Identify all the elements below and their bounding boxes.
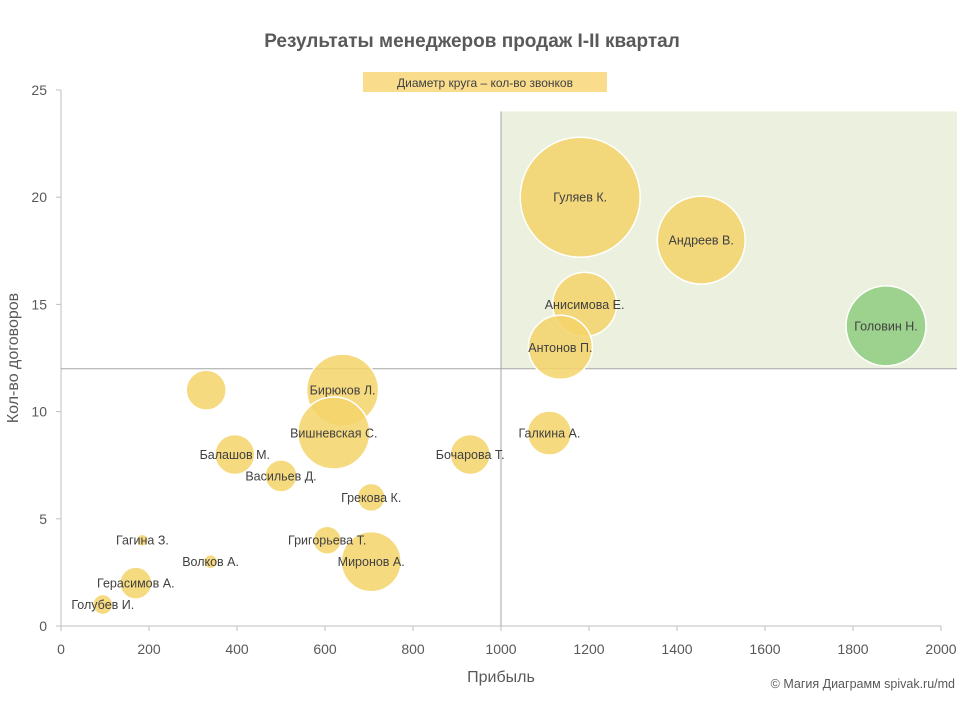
x-tick-label: 0: [57, 641, 65, 657]
bubble-label: Васильев Д.: [245, 469, 316, 483]
bubble-label: Григорьева Т.: [288, 534, 366, 548]
bubble-label: Герасимов А.: [97, 577, 175, 591]
bubble-label: Бирюков Л.: [310, 384, 376, 398]
bubble-label: Волков А.: [182, 555, 239, 569]
bubble-labels: Гуляев К. Андреев В. Анисимова Е. Головин Н…: [71, 191, 917, 612]
y-tick-label: 5: [39, 511, 47, 527]
x-tick-label: 1800: [837, 641, 868, 657]
bubble: [519, 136, 641, 258]
bubble-label: Балашов М.: [200, 448, 270, 462]
bubble: [340, 530, 402, 593]
bubbles: [92, 136, 927, 616]
bubble: [449, 433, 491, 476]
legend-background: [363, 72, 607, 92]
bubble: [135, 533, 150, 547]
x-tick-label: 1000: [485, 641, 516, 657]
bubble-label: Бочарова Т.: [436, 448, 505, 462]
bubble: [527, 314, 594, 381]
bubble: [264, 459, 298, 493]
y-tick-label: 15: [31, 296, 47, 312]
bubble: [845, 285, 927, 367]
y-axis-title: Кол-во договоров: [5, 293, 22, 423]
x-tick-label: 1200: [573, 641, 604, 657]
x-tick-label: 1600: [749, 641, 780, 657]
bubble-label: Грекова К.: [341, 491, 401, 505]
bubble-label: Галкина А.: [518, 427, 580, 441]
y-tick-label: 25: [31, 82, 47, 98]
bubble-label: Гуляев К.: [553, 191, 607, 205]
bubble: [356, 482, 386, 513]
x-axis-title: Прибыль: [467, 669, 535, 686]
y-tick-label: 0: [39, 618, 47, 634]
bubble: [214, 433, 256, 476]
x-tick-label: 800: [401, 641, 425, 657]
bubble-label: Вишневская С.: [290, 427, 377, 441]
bubble-label: Анисимова Е.: [545, 298, 625, 312]
bubble-label: Антонов П.: [528, 341, 592, 355]
x-tick-label: 2000: [925, 641, 956, 657]
y-tick-label: 10: [31, 404, 47, 420]
bubble-label: Миронов А.: [338, 555, 405, 569]
bubble: [526, 410, 573, 456]
bubble: [297, 396, 371, 470]
legend-text: Диаметр круга – кол-во звонков: [397, 76, 573, 90]
x-tick-label: 1400: [661, 641, 692, 657]
axes: 0 200 400 600 800 1000 1200 1400 1600 1800 2000 0 5 1…: [31, 82, 957, 657]
bubble-label: Голубев И.: [71, 598, 134, 612]
bubble-label: Гагина З.: [116, 534, 169, 548]
x-tick-label: 400: [225, 641, 249, 657]
bubble: [185, 369, 227, 411]
bubble: [202, 553, 219, 570]
x-tick-label: 600: [313, 641, 337, 657]
bubble: [92, 593, 114, 616]
chart-title: Результаты менеджеров продаж I-II кварта…: [264, 31, 680, 52]
x-tick-label: 200: [137, 641, 161, 657]
bubble: [119, 566, 153, 600]
bubble-label: Андреев В.: [669, 234, 734, 248]
copyright: © Магия Диаграмм spivak.ru/md: [771, 677, 955, 691]
bubble: [656, 195, 746, 285]
bubble-label: Головин Н.: [854, 319, 918, 333]
y-tick-label: 20: [31, 189, 47, 205]
bubble: [312, 525, 342, 555]
legend: Диаметр круга – кол-во звонков: [363, 72, 607, 92]
